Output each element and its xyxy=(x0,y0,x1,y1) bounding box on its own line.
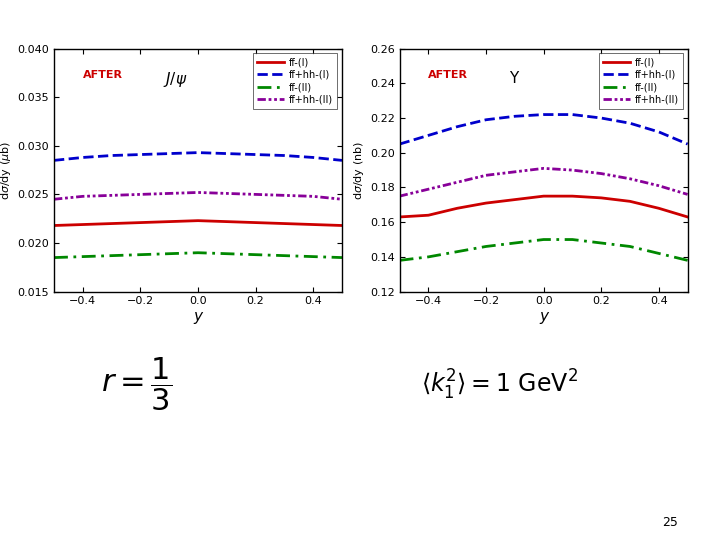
Legend: ff-(I), ff+hh-(I), ff-(II), ff+hh-(II): ff-(I), ff+hh-(I), ff-(II), ff+hh-(II) xyxy=(599,53,683,109)
Text: AFTER: AFTER xyxy=(83,70,123,80)
Text: $\Upsilon$: $\Upsilon$ xyxy=(509,70,521,86)
Y-axis label: d$\sigma$/dy ($\mu$b): d$\sigma$/dy ($\mu$b) xyxy=(0,140,13,200)
Text: AFTER: AFTER xyxy=(428,70,469,80)
Text: $\langle k_1^2 \rangle = 1\ \mathrm{GeV}^2$: $\langle k_1^2 \rangle = 1\ \mathrm{GeV}… xyxy=(420,367,577,402)
Text: $r = \dfrac{1}{3}$: $r = \dfrac{1}{3}$ xyxy=(101,356,173,413)
Y-axis label: d$\sigma$/dy (nb): d$\sigma$/dy (nb) xyxy=(351,140,366,200)
Text: Rapidity Spectrum in DGLAP Evolution: Rapidity Spectrum in DGLAP Evolution xyxy=(192,11,644,31)
X-axis label: y: y xyxy=(539,309,548,324)
X-axis label: y: y xyxy=(194,309,202,324)
Text: Backup: Backup xyxy=(58,11,144,31)
Text: 25: 25 xyxy=(662,516,678,529)
Legend: ff-(I), ff+hh-(I), ff-(II), ff+hh-(II): ff-(I), ff+hh-(I), ff-(II), ff+hh-(II) xyxy=(253,53,337,109)
Text: $J/\psi$: $J/\psi$ xyxy=(163,70,188,90)
